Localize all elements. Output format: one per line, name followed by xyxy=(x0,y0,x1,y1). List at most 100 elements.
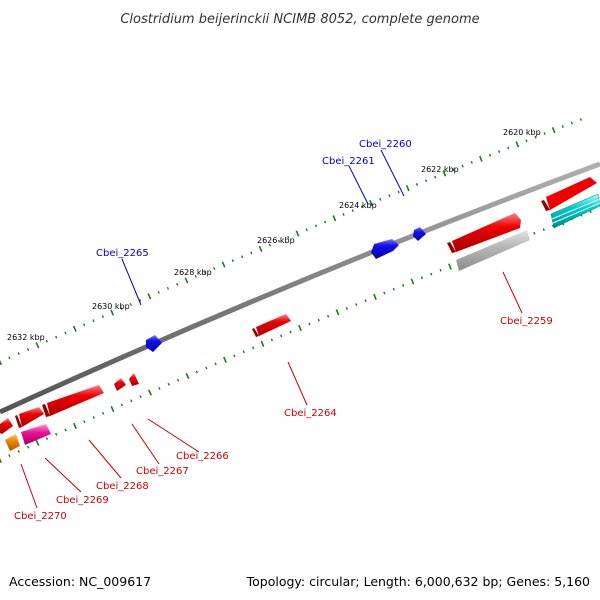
gene-label-cbei-2259: Cbei_2259 xyxy=(500,316,553,327)
gene-label-cbei-2260: Cbei_2260 xyxy=(359,139,412,150)
gene-arrow xyxy=(5,434,20,451)
gene-label-cbei-2265: Cbei_2265 xyxy=(96,248,149,259)
leader-line xyxy=(147,418,200,453)
gene-arrow xyxy=(21,424,51,445)
minor-tick-mark xyxy=(8,454,11,458)
tick-label: 2622 kbp xyxy=(421,165,459,174)
minor-tick-mark xyxy=(498,150,501,153)
minor-tick-mark xyxy=(233,354,236,358)
minor-tick-mark xyxy=(351,209,354,213)
forward-tick-track xyxy=(0,118,583,366)
minor-tick-mark xyxy=(533,231,536,235)
gene-arrow xyxy=(146,335,162,352)
minor-tick-mark xyxy=(166,286,170,290)
minor-tick-mark xyxy=(355,303,358,307)
minor-tick-mark xyxy=(203,271,207,274)
gene-arrow xyxy=(42,385,104,417)
minor-tick-mark xyxy=(45,339,48,343)
gene-arrow xyxy=(371,239,399,259)
leader-line xyxy=(131,423,160,465)
major-tick-mark xyxy=(147,293,152,300)
major-tick-mark xyxy=(35,342,40,349)
minor-tick-mark xyxy=(379,197,382,201)
minor-tick-mark xyxy=(579,118,583,121)
minor-tick-mark xyxy=(55,432,58,436)
map-title: Clostridium beijerinckii NCIMB 8052, com… xyxy=(120,12,479,27)
gene-arrow xyxy=(550,193,600,229)
minor-tick-mark xyxy=(305,228,308,232)
gene-labels: Cbei_2260 Cbei_2261 Cbei_2265 Cbei_2259 … xyxy=(14,139,553,522)
minor-tick-mark xyxy=(397,190,400,194)
minor-tick-mark xyxy=(17,352,20,356)
minor-tick-mark xyxy=(157,290,160,294)
minor-tick-mark xyxy=(250,251,253,255)
gene-arrow xyxy=(541,177,597,211)
gene-label-cbei-2269: Cbei_2269 xyxy=(56,495,109,506)
minor-tick-mark xyxy=(167,382,170,386)
minor-tick-mark xyxy=(420,276,423,280)
minor-tick-mark xyxy=(138,298,142,302)
gene-arrow xyxy=(447,213,521,253)
minor-tick-mark xyxy=(139,395,142,399)
leader-line xyxy=(20,463,38,509)
gene-arrow xyxy=(456,230,530,271)
major-tick-mark xyxy=(410,278,415,285)
major-tick-mark xyxy=(515,141,520,148)
minor-tick-mark xyxy=(308,322,311,326)
major-tick-mark xyxy=(110,406,115,413)
minor-tick-mark xyxy=(231,259,234,263)
minor-tick-mark xyxy=(64,428,67,432)
gene-features xyxy=(0,177,600,451)
minor-tick-mark xyxy=(430,272,433,276)
minor-tick-mark xyxy=(120,307,123,310)
genome-backbone xyxy=(0,161,600,415)
minor-tick-mark xyxy=(268,243,271,247)
leader-line xyxy=(88,439,122,479)
minor-tick-mark xyxy=(194,275,197,278)
gene-label-cbei-2261: Cbei_2261 xyxy=(322,156,375,167)
gene-label-cbei-2266: Cbei_2266 xyxy=(176,451,229,462)
major-tick-mark xyxy=(260,340,265,347)
minor-tick-mark xyxy=(392,287,395,291)
minor-tick-mark xyxy=(129,303,132,306)
minor-tick-mark xyxy=(287,235,290,239)
accession-text: Accession: NC_009617 xyxy=(9,574,151,589)
leader-line xyxy=(380,149,405,197)
minor-tick-mark xyxy=(507,146,510,150)
minor-tick-mark xyxy=(534,135,537,139)
minor-tick-mark xyxy=(424,179,428,183)
tick-label: 2620 kbp xyxy=(503,128,541,137)
minor-tick-mark xyxy=(342,212,345,216)
major-tick-mark xyxy=(295,230,300,237)
major-tick-mark xyxy=(298,324,302,332)
gene-arrow xyxy=(114,378,126,391)
leader-line xyxy=(121,258,142,306)
leader-line xyxy=(348,165,369,205)
minor-tick-mark xyxy=(470,160,473,164)
minor-tick-mark xyxy=(83,323,86,327)
minor-tick-mark xyxy=(402,283,405,287)
minor-tick-mark xyxy=(251,346,255,350)
minor-tick-mark xyxy=(242,350,245,354)
gene-label-cbei-2267: Cbei_2267 xyxy=(136,466,189,477)
minor-tick-mark xyxy=(101,411,105,415)
major-tick-mark xyxy=(369,200,373,207)
major-tick-mark xyxy=(110,309,115,316)
major-tick-mark xyxy=(405,185,410,192)
tick-label: 2628 kbp xyxy=(174,268,212,277)
major-tick-mark xyxy=(185,373,190,380)
minor-tick-mark xyxy=(101,315,104,319)
minor-tick-mark xyxy=(326,314,330,318)
minor-tick-mark xyxy=(289,330,292,334)
minor-tick-mark xyxy=(360,205,364,209)
minor-tick-mark xyxy=(525,139,528,143)
tick-label: 2632 kbp xyxy=(7,333,45,342)
leader-line xyxy=(502,271,523,314)
minor-tick-mark xyxy=(120,403,124,407)
major-tick-mark xyxy=(0,360,2,366)
minor-tick-mark xyxy=(26,445,30,449)
major-tick-mark xyxy=(184,277,189,284)
minor-tick-mark xyxy=(388,194,391,198)
minor-tick-mark xyxy=(45,437,49,441)
